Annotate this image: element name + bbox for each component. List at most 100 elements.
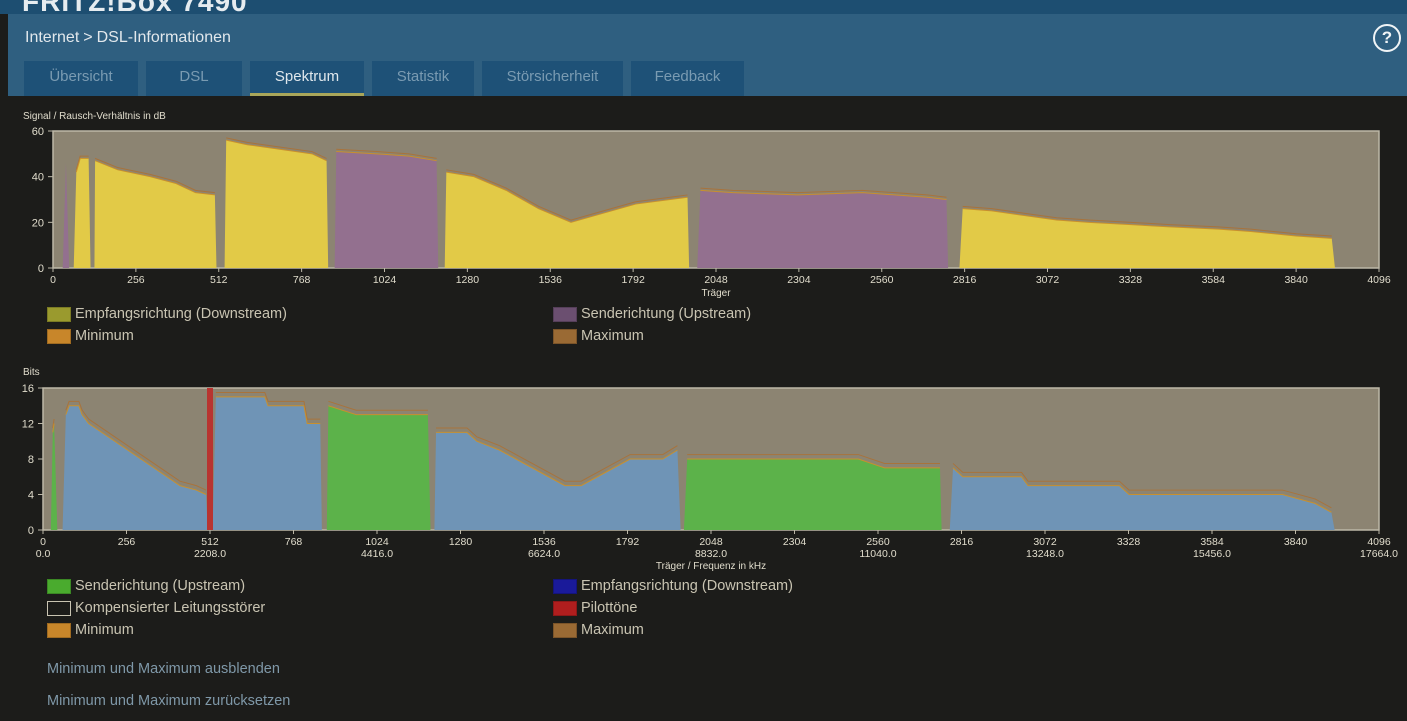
- minimum-line: [52, 423, 55, 433]
- y-tick-label: 0: [28, 525, 34, 537]
- minimum-line: [226, 139, 327, 162]
- series-area-b: [434, 432, 681, 530]
- minimum-line: [436, 431, 678, 487]
- x-tick-label: 2304: [783, 536, 807, 548]
- breadcrumb: Internet > DSL-Informationen: [25, 29, 231, 47]
- x-tick-label: 3584: [1202, 274, 1226, 286]
- legend-label: Senderichtung (Upstream): [75, 578, 246, 594]
- tab-stoersicherheit[interactable]: Störsicherheit: [482, 61, 623, 96]
- legend-swatch: [47, 306, 71, 322]
- series-area-b: [949, 467, 1335, 530]
- legend-label: Maximum: [581, 622, 644, 638]
- snr-legend-maximum: Maximum: [553, 328, 644, 344]
- x-tick-freq-label: 0.0: [36, 548, 51, 560]
- bits-legend-maximum: Maximum: [553, 622, 644, 638]
- x-tick-label: 768: [285, 536, 303, 548]
- maximum-line: [687, 454, 940, 464]
- legend-swatch: [553, 328, 577, 344]
- maximum-line: [328, 400, 428, 411]
- snr-chart: 0 20 40 60 0 256 512 768 1024 1280 1536 1792 2048 230…: [32, 126, 1391, 299]
- x-tick-label: 1792: [616, 536, 640, 548]
- legend-swatch: [47, 578, 71, 594]
- x-tick-freq-label: 17664.0: [1360, 548, 1398, 560]
- x-tick-label: 2816: [950, 536, 974, 548]
- maximum-line: [52, 418, 55, 429]
- x-tick-label: 2560: [866, 536, 890, 548]
- legend-label: Maximum: [581, 328, 644, 344]
- x-tick-label: 512: [201, 536, 219, 548]
- tab-feedback[interactable]: Feedback: [631, 61, 744, 96]
- snr-chart-title: Signal / Rausch-Verhältnis in dB: [23, 111, 166, 122]
- x-tick-freq-label: 13248.0: [1026, 548, 1064, 560]
- maximum-line: [962, 205, 1332, 237]
- x-tick-label: 1536: [539, 274, 563, 286]
- series-area-a: [444, 172, 690, 268]
- legend-swatch: [47, 328, 71, 344]
- breadcrumb-separator: >: [83, 29, 93, 46]
- minimum-line: [952, 467, 1332, 513]
- legend-swatch: [553, 622, 577, 638]
- x-axis-label: Träger: [701, 288, 731, 299]
- legend-label: Empfangsrichtung (Downstream): [75, 306, 287, 322]
- x-tick-label: 2816: [953, 274, 977, 286]
- app-title-bar: FRITZ!Box 7490: [0, 0, 1407, 17]
- minimum-line: [328, 405, 428, 416]
- minimum-line: [94, 160, 215, 196]
- x-tick-freq-label: 8832.0: [695, 548, 727, 560]
- x-tick-label: 4096: [1367, 274, 1391, 286]
- minimum-line: [336, 151, 437, 162]
- maximum-line: [446, 169, 688, 221]
- series-area-a: [224, 140, 329, 268]
- help-icon[interactable]: ?: [1373, 24, 1401, 52]
- series-area-b: [62, 162, 70, 268]
- legend-label: Senderichtung (Upstream): [581, 306, 752, 322]
- x-tick-label: 3072: [1033, 536, 1057, 548]
- x-tick-label: 768: [293, 274, 311, 286]
- maximum-line: [75, 155, 89, 170]
- y-tick-label: 60: [32, 126, 44, 138]
- reset-minmax-link[interactable]: Minimum und Maximum zurücksetzen: [47, 693, 291, 709]
- series-area-b: [334, 151, 439, 268]
- x-tick-label: 3840: [1284, 274, 1308, 286]
- bits-legend-compensated: Kompensierter Leitungsstörer: [47, 600, 265, 616]
- x-tick-label: 1792: [621, 274, 645, 286]
- series-area-b: [212, 396, 322, 530]
- breadcrumb-parent[interactable]: Internet: [25, 29, 80, 46]
- x-tick-label: 2048: [699, 536, 723, 548]
- hide-minmax-link[interactable]: Minimum und Maximum ausblenden: [47, 661, 280, 677]
- minimum-line: [446, 171, 688, 223]
- series-area-b: [62, 405, 208, 530]
- x-tick-freq-label: 4416.0: [361, 548, 393, 560]
- x-tick-label: 4096: [1367, 536, 1391, 548]
- maximum-line: [215, 391, 321, 420]
- breadcrumb-current: DSL-Informationen: [96, 29, 231, 46]
- x-tick-freq-label: 6624.0: [528, 548, 560, 560]
- x-tick-label: 2048: [704, 274, 728, 286]
- legend-label: Empfangsrichtung (Downstream): [581, 578, 793, 594]
- tab-spektrum[interactable]: Spektrum: [250, 61, 364, 96]
- pilot-tone-bar: [207, 388, 213, 530]
- x-tick-label: 256: [127, 274, 145, 286]
- x-tick-label: 3328: [1117, 536, 1141, 548]
- y-tick-label: 8: [28, 454, 34, 466]
- x-tick-label: 1280: [449, 536, 473, 548]
- series-area-a: [959, 208, 1335, 268]
- tab-dsl[interactable]: DSL: [146, 61, 242, 96]
- maximum-line: [436, 427, 678, 482]
- x-tick-label: 3328: [1119, 274, 1143, 286]
- series-area-a: [326, 405, 431, 530]
- tab-uebersicht[interactable]: Übersicht: [24, 61, 138, 96]
- maximum-line: [94, 157, 215, 194]
- series-area-a: [50, 423, 58, 530]
- maximum-line: [700, 187, 947, 198]
- x-tick-freq-label: 15456.0: [1193, 548, 1231, 560]
- maximum-line: [952, 463, 1332, 509]
- maximum-line: [65, 400, 207, 491]
- legend-label: Minimum: [75, 328, 134, 344]
- legend-swatch: [47, 600, 71, 616]
- x-tick-label: 512: [210, 274, 228, 286]
- tab-statistik[interactable]: Statistik: [372, 61, 474, 96]
- minimum-line: [65, 405, 207, 495]
- minimum-line: [215, 396, 321, 424]
